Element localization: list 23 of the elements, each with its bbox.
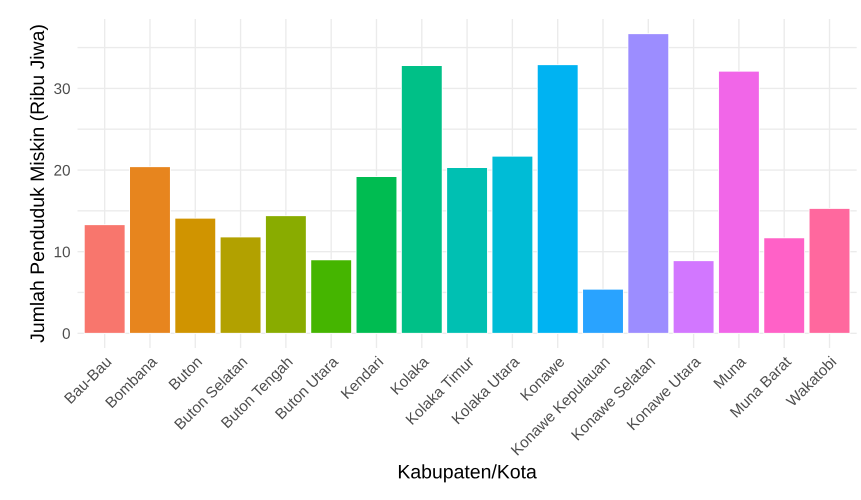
y-tick-label: 10 [54,246,70,258]
x-axis-title: Kabupaten/Kota [398,464,537,482]
bar [808,208,850,334]
bar [446,167,488,334]
bar [536,64,579,334]
bar [400,65,443,334]
bar [129,166,171,334]
bar [174,218,216,334]
y-axis-title: Jumlah Penduduk Miskin (Ribu Jiwa) [30,25,48,343]
bar [84,224,126,334]
bar [582,288,624,334]
bar [672,260,714,334]
y-tick-label: 20 [54,164,70,176]
bar [492,156,534,334]
bar [310,259,352,334]
bar [265,215,307,334]
bar [627,33,670,334]
bar [763,237,806,334]
y-tick-label: 0 [62,328,70,339]
y-tick-label: 30 [54,83,70,94]
bar [718,70,760,334]
bar [220,236,262,334]
bar [356,176,398,334]
